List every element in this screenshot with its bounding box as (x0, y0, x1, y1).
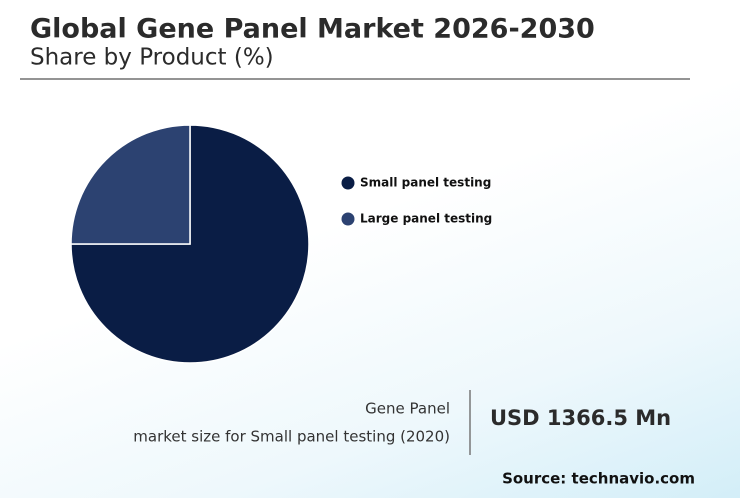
pie-slice (70, 124, 310, 364)
legend-label: Large panel testing (360, 212, 492, 226)
pie-slice (70, 124, 191, 245)
summary-label: market size for Small panel testing (202… (133, 428, 450, 446)
pie (70, 124, 310, 364)
source: Source: technavio.com (502, 470, 695, 488)
legend-swatch (341, 176, 355, 190)
chart-subtitle: Share by Product (%) (30, 45, 274, 71)
chart-title: Global Gene Panel Market 2026-2030 (30, 14, 595, 45)
legend-swatch (341, 212, 355, 226)
summary-value: USD 1366.5 Mn (490, 406, 671, 430)
legend-label: Small panel testing (360, 176, 491, 190)
legend: Small panel testing Large panel testing (341, 176, 492, 226)
summary-label: Gene Panel (365, 400, 450, 418)
